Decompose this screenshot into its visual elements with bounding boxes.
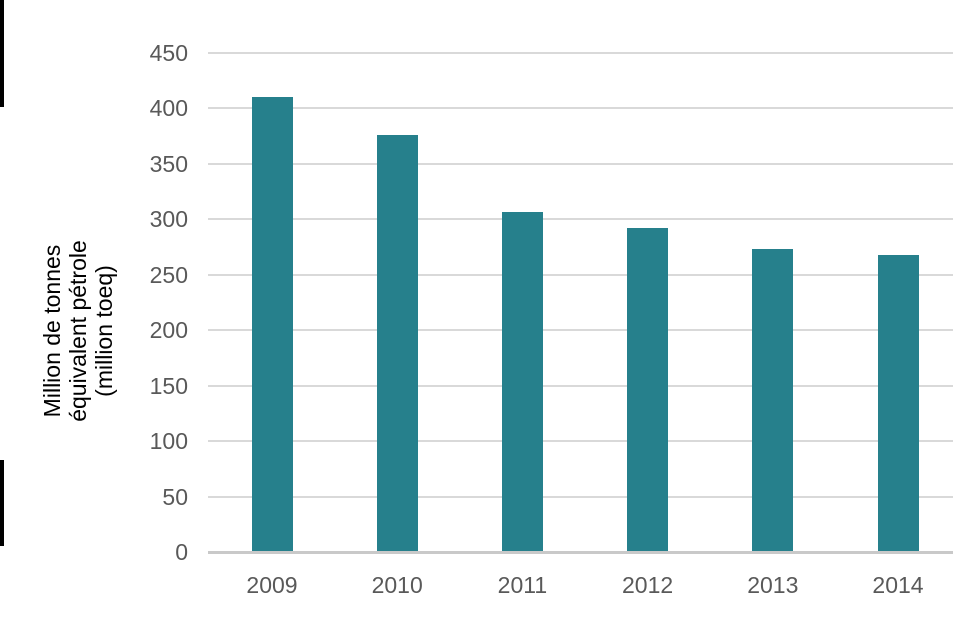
bar-2010 [376,135,418,552]
y-tick-label-350: 350 [149,150,188,177]
plot-area [208,52,953,554]
bar-2012 [627,228,669,552]
gridline-50 [208,495,953,498]
gridline-250 [208,273,953,276]
left-border-segment-bottom [0,460,4,546]
x-tick-label-2014: 2014 [872,572,924,598]
gridline-350 [208,162,953,165]
y-tick-label-50: 50 [162,483,188,510]
y-tick-label-100: 100 [149,428,188,455]
gridline-100 [208,440,953,443]
gridline-150 [208,384,953,387]
x-tick-label-2010: 2010 [371,572,423,598]
x-tick-label-2013: 2013 [747,572,799,598]
bar-2014 [877,254,919,552]
y-tick-label-0: 0 [175,539,188,565]
gridline-450 [208,52,953,54]
y-tick-label-400: 400 [149,95,188,122]
gridline-300 [208,218,953,221]
x-tick-label-2011: 2011 [497,572,548,598]
y-axis-title-line-1: Million de tonnes [39,244,65,418]
y-axis-title-line-2: équivalent pétrole [65,240,91,422]
bar-2011 [501,211,543,552]
bar-2013 [752,249,794,552]
x-tick-label-2009: 2009 [246,572,298,598]
y-tick-label-450: 450 [149,40,188,66]
x-axis-line [208,551,953,554]
bar-2009 [251,97,293,552]
y-tick-label-300: 300 [149,206,188,233]
y-tick-label-250: 250 [149,261,188,288]
left-border-segment-top [0,0,4,107]
x-tick-label-2012: 2012 [622,572,674,598]
gridline-400 [208,107,953,110]
y-tick-label-200: 200 [149,317,188,344]
gridline-200 [208,329,953,332]
y-tick-label-150: 150 [149,372,188,399]
